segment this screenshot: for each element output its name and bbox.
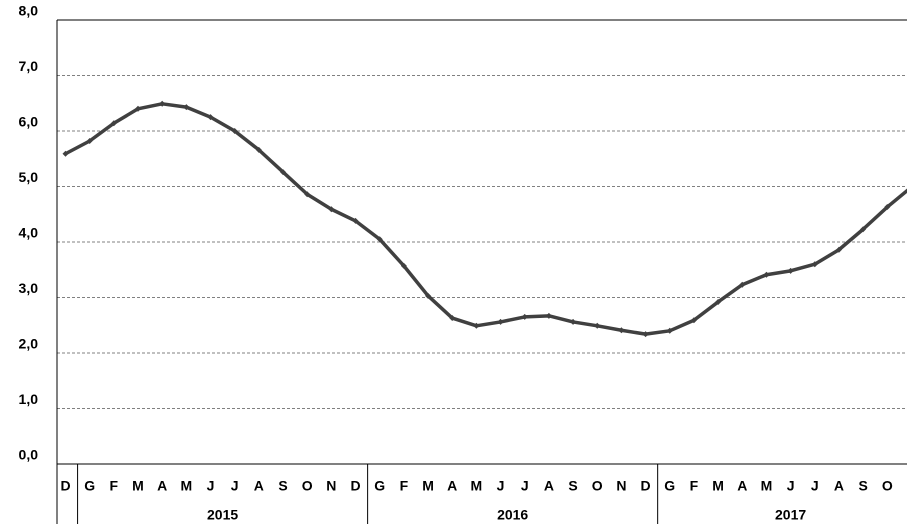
x-tick-label: M: [132, 478, 144, 494]
x-tick-label: J: [521, 478, 529, 494]
point-marker: [618, 327, 625, 334]
point-marker: [521, 313, 528, 320]
point-marker: [739, 281, 746, 288]
x-tick-label: J: [207, 478, 215, 494]
y-tick-label: 1,0: [19, 391, 39, 407]
point-marker: [666, 327, 673, 334]
point-marker: [376, 236, 383, 243]
point-marker: [473, 322, 480, 329]
y-tick-label: 2,0: [19, 336, 39, 352]
x-tick-label: G: [84, 478, 95, 494]
point-marker: [570, 318, 577, 325]
x-tick-label: S: [568, 478, 577, 494]
point-marker: [860, 226, 867, 233]
y-tick-label: 0,0: [19, 447, 39, 463]
point-marker: [545, 312, 552, 319]
year-label: 2017: [775, 507, 806, 523]
x-tick-label: A: [544, 478, 554, 494]
point-marker: [231, 128, 238, 134]
x-tick-label: O: [882, 478, 893, 494]
x-tick-label: G: [374, 478, 385, 494]
x-tick-label: F: [400, 478, 409, 494]
x-tick-label: D: [350, 478, 360, 494]
y-tick-label: 5,0: [19, 169, 39, 185]
y-tick-label: 6,0: [19, 114, 39, 130]
point-marker: [328, 206, 335, 213]
x-tick-label: J: [231, 478, 239, 494]
point-marker: [86, 137, 93, 144]
x-tick-label: M: [422, 478, 434, 494]
x-tick-label: O: [592, 478, 603, 494]
point-marker: [207, 114, 214, 121]
x-tick-label: S: [858, 478, 867, 494]
point-marker: [690, 317, 697, 324]
x-tick-label: D: [60, 478, 70, 494]
series-line: [64, 102, 907, 336]
x-tick-label: D: [641, 478, 651, 494]
x-tick-label: G: [664, 478, 675, 494]
x-tick-label: J: [787, 478, 795, 494]
point-marker: [400, 262, 407, 269]
x-tick-label: M: [712, 478, 724, 494]
x-tick-label: A: [834, 478, 844, 494]
point-marker: [763, 271, 770, 278]
point-marker: [715, 298, 722, 305]
point-marker: [352, 217, 359, 224]
y-tick-label: 3,0: [19, 280, 39, 296]
point-marker: [642, 331, 649, 338]
x-tick-label: J: [497, 478, 505, 494]
x-tick-label: N: [326, 478, 336, 494]
x-tick-label: N: [616, 478, 626, 494]
point-marker: [110, 120, 117, 127]
point-marker: [255, 146, 262, 153]
x-tick-label: M: [761, 478, 773, 494]
year-label: 2016: [497, 507, 528, 523]
point-marker: [787, 267, 794, 274]
point-marker: [135, 105, 142, 112]
x-tick-label: A: [737, 478, 747, 494]
x-tick-label: M: [181, 478, 193, 494]
y-tick-label: 8,0: [19, 3, 39, 19]
x-tick-label: A: [157, 478, 167, 494]
x-tick-label: J: [811, 478, 819, 494]
x-tick-label: A: [254, 478, 264, 494]
point-marker: [811, 261, 818, 268]
point-marker: [62, 150, 69, 157]
point-marker: [497, 318, 504, 325]
point-marker: [159, 100, 166, 107]
point-marker: [835, 246, 842, 253]
x-tick-label: S: [278, 478, 287, 494]
point-marker: [449, 315, 456, 322]
x-tick-label: O: [302, 478, 313, 494]
point-marker: [594, 322, 601, 329]
x-tick-label: A: [447, 478, 457, 494]
point-marker: [425, 292, 432, 299]
y-tick-label: 7,0: [19, 58, 39, 74]
year-label: 2015: [207, 507, 238, 523]
y-tick-label: 4,0: [19, 225, 39, 241]
x-tick-label: M: [471, 478, 483, 494]
point-marker: [183, 104, 190, 111]
point-marker: [304, 191, 311, 198]
x-tick-label: F: [110, 478, 119, 494]
x-tick-label: F: [690, 478, 699, 494]
point-marker: [884, 204, 891, 211]
point-marker: [280, 169, 287, 176]
